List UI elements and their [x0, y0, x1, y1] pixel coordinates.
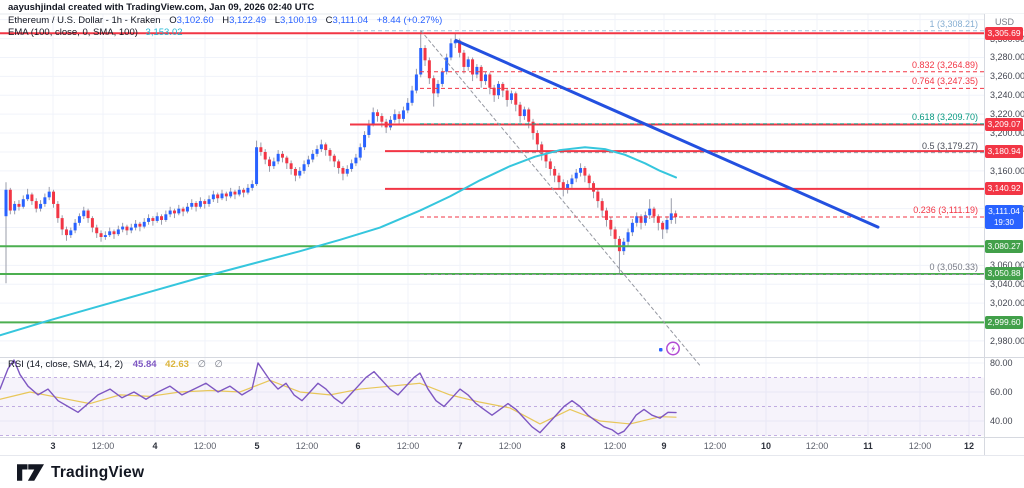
close-label: C — [325, 15, 333, 26]
fib-level-label: 0.618 (3,209.70) — [911, 111, 978, 122]
ema-legend-row: EMA (100, close, 0, SMA, 100) 3,153.02 — [8, 27, 183, 38]
time-axis-label: 12:00 — [193, 441, 217, 451]
fib-level-label: 0 (3,050.33) — [929, 262, 978, 273]
time-axis-label: 7 — [457, 441, 463, 451]
high-label: H — [222, 15, 230, 26]
fib-level-label: 0.236 (3,111.19) — [913, 204, 978, 215]
fib-level-label: 0.832 (3,264.89) — [911, 59, 978, 70]
time-axis-label: 4 — [152, 441, 158, 451]
rsi-axis-label: 40.00 — [990, 416, 1013, 427]
tradingview-logo-text[interactable]: TradingView — [51, 463, 145, 481]
price-axis-label: 3,200.00 — [990, 128, 1024, 139]
ema-value: 3,153.02 — [145, 27, 183, 38]
time-axis-label: 8 — [560, 441, 566, 451]
price-badge: 3,305.69 — [985, 26, 1023, 40]
price-axis-label: 2,980.00 — [990, 335, 1024, 346]
low-label: L — [274, 15, 281, 26]
flash-cursor-icon[interactable] — [656, 340, 682, 362]
rsi-legend-row: RSI (14, close, SMA, 14, 2) 45.84 42.63 … — [8, 359, 223, 370]
symbol-legend-row: Ethereum / U.S. Dollar - 1h - Kraken O3,… — [8, 15, 442, 26]
price-badge: 3,180.94 — [985, 144, 1023, 158]
open-value: 3,102.60 — [176, 15, 214, 26]
chart-canvas[interactable] — [0, 0, 1024, 455]
change-value: +8.44 (+0.27%) — [376, 15, 443, 26]
fib-level-label: 1 (3,308.21) — [929, 18, 978, 29]
price-axis-label: 3,280.00 — [990, 52, 1024, 63]
time-axis-label: 12:00 — [91, 441, 115, 451]
bottom-brand-bar: TradingView — [0, 455, 1024, 488]
time-axis-label: 9 — [661, 441, 667, 451]
price-axis-label: 3,040.00 — [990, 279, 1024, 290]
symbol-title: Ethereum / U.S. Dollar - 1h - Kraken — [8, 15, 161, 26]
price-badge: 3,209.07 — [985, 117, 1023, 131]
price-axis-label: 3,060.00 — [990, 260, 1024, 271]
price-badge: 3,140.92 — [985, 182, 1023, 196]
time-axis-label: 12 — [963, 441, 975, 451]
rsi-axis-label: 60.00 — [990, 386, 1013, 397]
time-axis-label: 10 — [760, 441, 772, 451]
fib-level-label: 0.764 (3,247.35) — [911, 76, 978, 87]
time-axis-label: 5 — [254, 441, 260, 451]
price-badge: 2,999.60 — [985, 315, 1023, 329]
time-axis-label: 12:00 — [805, 441, 829, 451]
time-axis-label: 12:00 — [703, 441, 727, 451]
time-axis-label: 12:00 — [498, 441, 522, 451]
price-axis-label: 3,020.00 — [990, 298, 1024, 309]
time-axis-label: 11 — [863, 441, 873, 451]
rsi-indicator-name: RSI (14, close, SMA, 14, 2) — [8, 359, 124, 370]
rsi-empty-value-1: ∅ — [197, 359, 206, 370]
time-axis-label: 6 — [355, 441, 361, 451]
time-axis-label: 12:00 — [295, 441, 319, 451]
rsi-empty-value-2: ∅ — [214, 359, 223, 370]
low-value: 3,100.19 — [280, 15, 318, 26]
price-axis-label: 3,220.00 — [990, 109, 1024, 120]
price-axis-label: 3,160.00 — [990, 165, 1024, 176]
rsi-axis-label: 80.00 — [990, 357, 1013, 368]
fib-level-label: 0.5 (3,179.27) — [921, 140, 978, 151]
price-badge: 3,050.88 — [985, 267, 1023, 281]
price-axis-label: 3,240.00 — [990, 90, 1024, 101]
open-label: O — [169, 15, 177, 26]
rsi-ma-value: 42.63 — [165, 359, 189, 370]
time-axis-label: 3 — [50, 441, 56, 451]
attribution-text: aayushjindal created with TradingView.co… — [8, 2, 315, 13]
high-value: 3,122.49 — [229, 15, 267, 26]
price-badge: 3,111.04 19:30 — [985, 205, 1023, 230]
close-value: 3,111.04 — [332, 15, 369, 26]
price-axis-label: 3,260.00 — [990, 71, 1024, 82]
time-axis-label: 12:00 — [908, 441, 932, 451]
ema-indicator-name: EMA (100, close, 0, SMA, 100) — [8, 27, 138, 38]
rsi-value: 45.84 — [132, 359, 157, 370]
time-axis-label: 12:00 — [603, 441, 627, 451]
tradingview-logo-icon[interactable] — [17, 464, 44, 481]
price-badge: 3,080.27 — [985, 239, 1023, 253]
countdown-timer: 19:30 — [993, 218, 1015, 228]
time-axis-label: 12:00 — [396, 441, 420, 451]
